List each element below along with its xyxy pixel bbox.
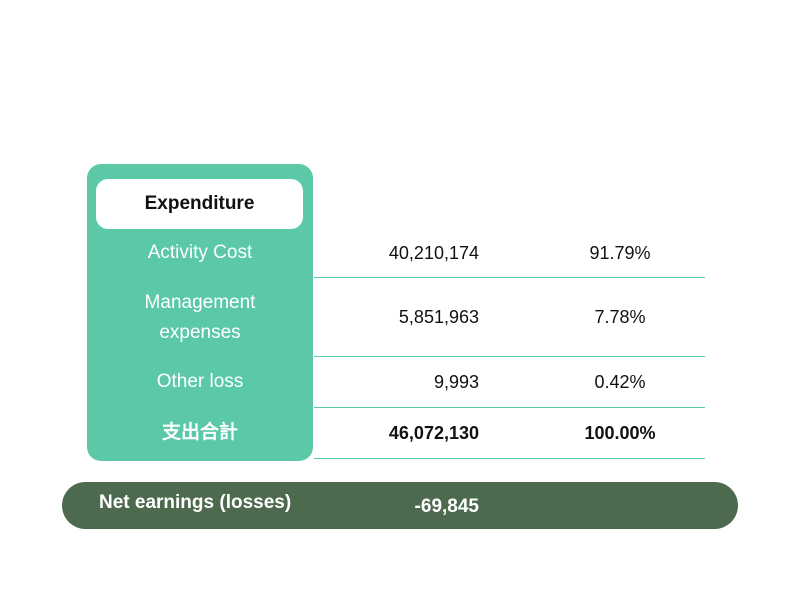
row-label-management-expenses: Management expenses [87,288,313,348]
row-percent-management-expenses: 7.78% [594,307,646,327]
row-percent-other-loss: 0.42% [594,372,646,392]
row-divider [314,407,705,408]
net-earnings-label: Net earnings (losses) [99,492,292,513]
row-label-management-line2: expenses [159,322,241,343]
row-percent-total: 100.00% [584,423,656,443]
row-divider [314,458,705,459]
net-earnings-bar [62,482,738,529]
row-divider [314,356,705,357]
row-label-other-loss: Other loss [156,371,244,392]
net-earnings-value: -69,845 [414,496,479,517]
row-value-management-expenses: 5,851,963 [398,307,479,327]
row-label-management-line1: Management [144,292,256,313]
row-label-total: 支出合計 [161,422,238,443]
row-value-other-loss: 9,993 [433,372,479,392]
row-value-activity-cost: 40,210,174 [388,243,479,263]
row-value-total: 46,072,130 [388,423,479,443]
row-percent-activity-cost: 91.79% [589,243,651,263]
row-label-activity-cost: Activity Cost [147,242,253,263]
row-divider [314,277,705,278]
table-header-expenditure: Expenditure [96,179,303,229]
